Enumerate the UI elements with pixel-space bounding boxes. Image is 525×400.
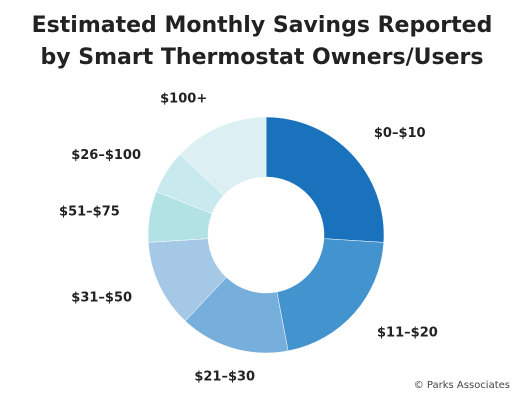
slice-label: $31–$50 bbox=[71, 291, 132, 306]
slice-label: $21–$30 bbox=[194, 370, 255, 385]
slice-label: $0–$10 bbox=[374, 126, 426, 141]
slice-label: $51–$75 bbox=[59, 204, 120, 219]
slice-label: $11–$20 bbox=[377, 325, 438, 340]
donut-slice bbox=[179, 116, 267, 196]
donut-slice bbox=[265, 116, 385, 243]
source: © Parks Associates bbox=[414, 380, 510, 391]
chart-title: by Smart Thermostat Owners/Users bbox=[41, 45, 484, 70]
chart-title: Estimated Monthly Savings Reported bbox=[32, 13, 493, 38]
slice-label: $26–$100 bbox=[71, 148, 141, 163]
donut-slice bbox=[276, 238, 385, 352]
slice-label: $100+ bbox=[160, 92, 207, 107]
